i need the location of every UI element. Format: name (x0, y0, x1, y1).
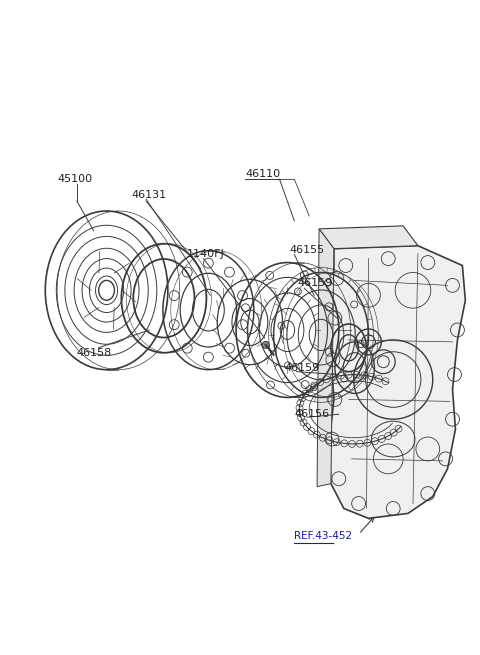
Text: 1140FJ: 1140FJ (187, 249, 224, 259)
Text: 46159: 46159 (285, 363, 320, 373)
Text: 46110: 46110 (245, 169, 280, 179)
Circle shape (262, 341, 269, 348)
Text: 46131: 46131 (131, 190, 167, 200)
Polygon shape (329, 246, 466, 518)
Text: 46156: 46156 (294, 409, 329, 419)
Text: REF.43-452: REF.43-452 (294, 531, 352, 541)
Text: 46155: 46155 (289, 245, 324, 255)
Text: 46158: 46158 (77, 348, 112, 358)
Polygon shape (317, 229, 334, 487)
Text: 45100: 45100 (57, 174, 92, 184)
Polygon shape (319, 226, 418, 249)
Text: 46159: 46159 (297, 278, 333, 288)
